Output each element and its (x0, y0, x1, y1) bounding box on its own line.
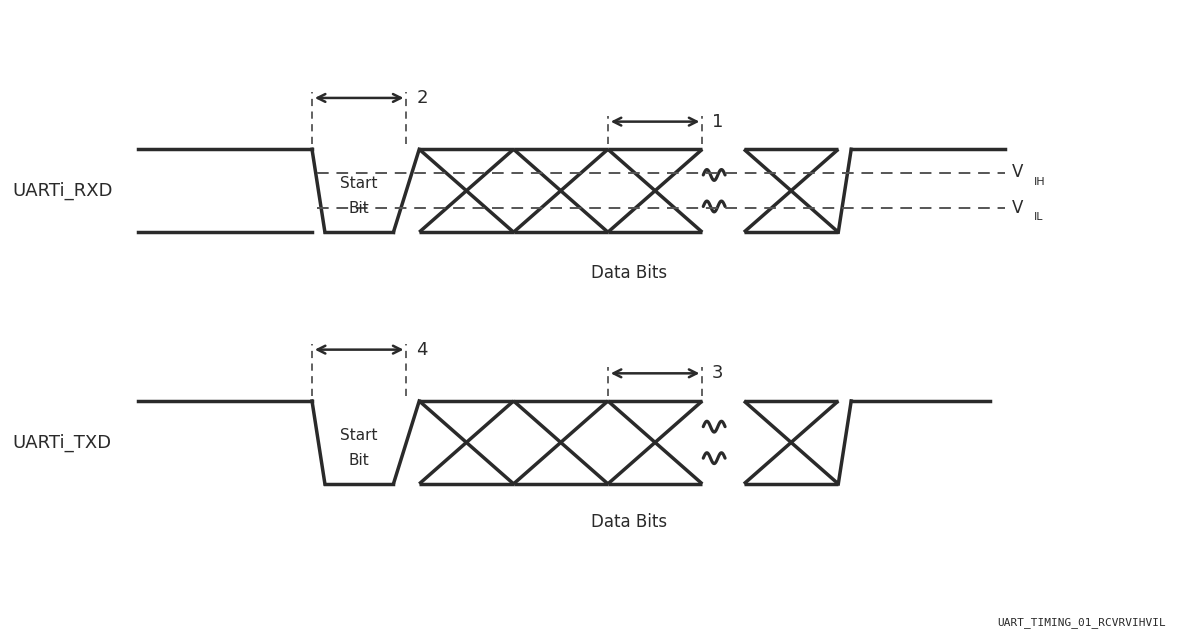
Text: IL: IL (1033, 213, 1043, 222)
Text: Data Bits: Data Bits (591, 513, 666, 531)
Text: V: V (1012, 198, 1024, 216)
Text: IH: IH (1033, 177, 1045, 187)
Text: Bit: Bit (349, 201, 370, 216)
Text: 1: 1 (712, 113, 724, 131)
Text: 4: 4 (416, 341, 428, 359)
Text: UARTi_TXD: UARTi_TXD (12, 433, 111, 451)
Text: UARTi_RXD: UARTi_RXD (12, 182, 112, 200)
Text: Start: Start (341, 428, 378, 443)
Text: V: V (1012, 163, 1024, 181)
Text: Start: Start (341, 176, 378, 191)
Text: Bit: Bit (349, 453, 370, 468)
Text: Data Bits: Data Bits (591, 264, 666, 282)
Text: UART_TIMING_01_RCVRVIHVIL: UART_TIMING_01_RCVRVIHVIL (998, 616, 1166, 627)
Text: 3: 3 (712, 365, 724, 383)
Text: 2: 2 (416, 89, 428, 107)
